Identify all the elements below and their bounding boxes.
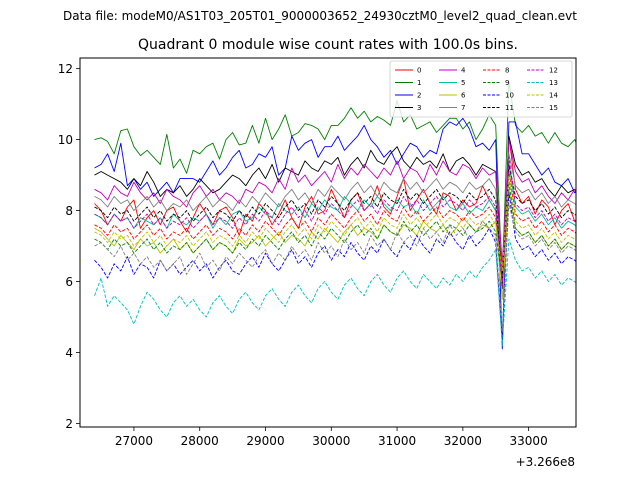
series-line-3	[94, 135, 576, 290]
series-line-1	[94, 80, 576, 282]
y-tick-label: 8	[65, 204, 73, 218]
legend-label-8: 8	[505, 67, 509, 75]
series-line-10	[94, 192, 576, 343]
x-offset-label: +3.266e8	[516, 455, 575, 469]
y-tick-label: 4	[65, 346, 73, 360]
file-suptitle: Data file: modeM0/AS1T03_205T01_90000036…	[63, 9, 577, 23]
x-tick-label: 31000	[378, 434, 416, 448]
chart-title: Quadrant 0 module wise count rates with …	[138, 37, 518, 53]
x-tick-label: 32000	[444, 434, 482, 448]
y-tick-label: 6	[65, 275, 73, 289]
series-line-13	[94, 238, 576, 346]
series-layer	[94, 80, 576, 350]
x-tick-label: 29000	[246, 434, 284, 448]
y-tick-label: 10	[58, 133, 73, 147]
series-line-4	[94, 139, 576, 265]
legend-label-2: 2	[417, 92, 421, 100]
series-line-2	[94, 117, 576, 350]
legend-label-13: 13	[549, 79, 558, 87]
legend-label-4: 4	[461, 67, 466, 75]
legend-label-1: 1	[417, 79, 421, 87]
series-line-9	[94, 181, 576, 282]
series-line-8	[94, 171, 576, 268]
series-line-11	[94, 163, 576, 279]
legend-label-7: 7	[461, 104, 465, 112]
legend-label-5: 5	[461, 79, 465, 87]
y-axis: 2 4 6 8 10 12	[58, 62, 80, 431]
series-line-7	[94, 153, 576, 275]
legend-label-10: 10	[505, 92, 514, 100]
series-line-14	[94, 174, 576, 272]
x-tick-label: 27000	[115, 434, 153, 448]
legend-label-14: 14	[549, 92, 558, 100]
series-line-12	[94, 156, 576, 286]
legend-box	[389, 60, 573, 118]
legend-label-0: 0	[417, 67, 421, 75]
legend-label-11: 11	[505, 104, 514, 112]
x-tick-label: 33000	[510, 434, 548, 448]
legend-label-15: 15	[549, 104, 558, 112]
x-axis: 27000 28000 29000 30000 31000 32000 33000	[115, 427, 548, 448]
x-tick-label: 30000	[312, 434, 350, 448]
y-tick-label: 2	[65, 417, 73, 431]
legend-label-3: 3	[417, 104, 421, 112]
legend-label-6: 6	[461, 92, 466, 100]
legend-label-9: 9	[505, 79, 509, 87]
legend-label-12: 12	[549, 67, 558, 75]
plot-frame	[79, 57, 577, 428]
series-line-5	[94, 163, 576, 282]
series-line-15	[94, 203, 576, 332]
x-tick-label: 28000	[181, 434, 219, 448]
y-tick-label: 12	[58, 62, 73, 76]
